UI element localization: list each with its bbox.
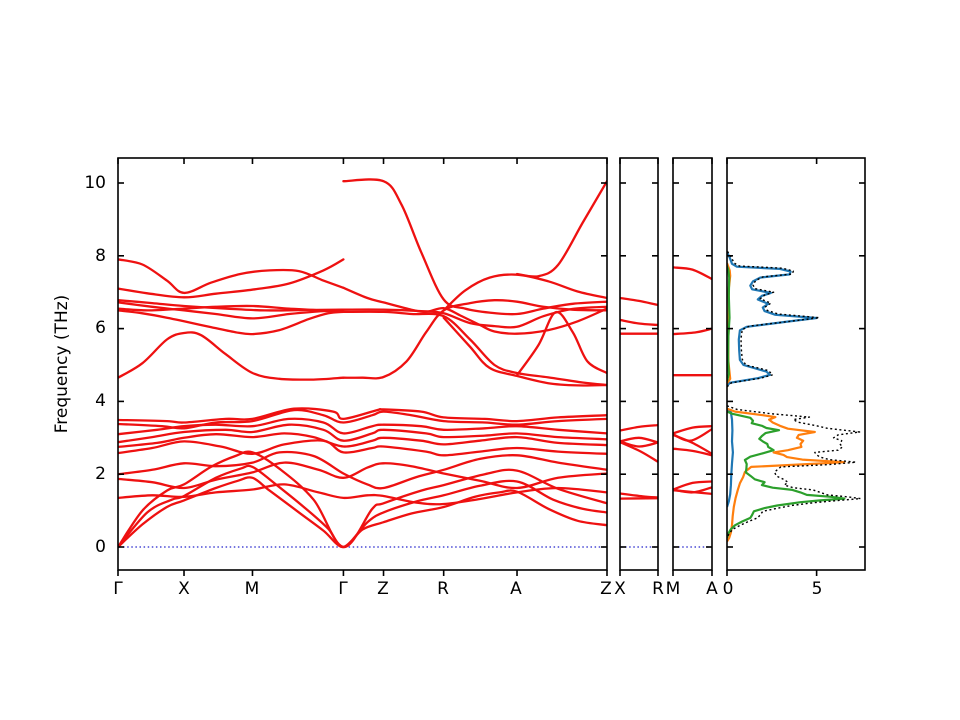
phonon-band (673, 489, 712, 496)
phonon-band (342, 286, 607, 335)
phonon-band (342, 178, 607, 316)
x-tick-label-a: A (510, 579, 522, 599)
y-tick-label-6: 6 (95, 318, 106, 338)
dos-tick-label-5: 5 (811, 579, 823, 599)
panel-main (117, 157, 608, 576)
ticks-ma (672, 158, 713, 576)
phonon-band (118, 309, 345, 336)
panel-border-main (117, 157, 608, 571)
phonon-band (118, 304, 345, 312)
panel-xr (619, 157, 659, 576)
y-tick-label-2: 2 (95, 464, 106, 484)
phonon-band (673, 327, 712, 336)
phonon-band (118, 432, 607, 449)
y-tick-label-0: 0 (95, 537, 106, 557)
x-tick-label-gamma-2: Γ (338, 579, 348, 599)
x-tick-label-x: X (178, 579, 190, 599)
phonon-band (118, 423, 607, 444)
phonon-band (342, 299, 607, 380)
phonon-band (620, 441, 658, 463)
total-dos-dotted (727, 250, 820, 388)
x-tick-label-r: R (437, 579, 449, 599)
x-tick-label-gamma-1: Γ (113, 579, 123, 599)
phonon-band (673, 433, 712, 455)
y-tick-label-4: 4 (95, 391, 106, 411)
phonon-band (442, 273, 607, 312)
partial-dos-blue (727, 407, 734, 508)
phonon-band (620, 296, 658, 307)
phonon-band (118, 331, 345, 381)
x-tick-label-z-2: Z (600, 579, 612, 599)
partial-dos-green (727, 265, 731, 382)
phonon-band (342, 310, 607, 387)
phonon-band (673, 447, 712, 457)
phonon-band (673, 266, 712, 281)
phonon-band (442, 316, 607, 387)
x-tick-label-ma-a: A (706, 579, 718, 599)
panel-border-xr (619, 157, 659, 571)
phonon-band (118, 408, 607, 430)
partial-dos-green (727, 410, 846, 539)
x-tick-label-xr-r: R (652, 579, 664, 599)
ticks-main (117, 158, 608, 576)
partial-dos-blue (727, 251, 818, 387)
phonon-band (620, 318, 658, 327)
y-tick-label-8: 8 (95, 246, 106, 266)
phonon-band (620, 436, 658, 444)
panel-ma (672, 157, 713, 576)
y-tick-label-10: 10 (84, 173, 106, 193)
phonon-band (118, 450, 607, 549)
phonon-band (118, 483, 607, 506)
partial-dos-orange (727, 407, 846, 543)
panel-border-dos (726, 157, 866, 571)
phonon-band (673, 425, 712, 435)
phonon-band (118, 439, 607, 457)
phonon-band (515, 310, 607, 377)
dos-tick-label-0: 0 (722, 579, 734, 599)
x-tick-label-m: M (244, 579, 260, 599)
phonon-band (620, 492, 658, 499)
ticks-xr (619, 158, 659, 576)
y-axis-label: Frequency (THz) (52, 294, 72, 434)
total-dos-dotted (727, 405, 862, 539)
phonon-band (515, 180, 607, 278)
x-tick-label-z-1: Z (377, 579, 389, 599)
panel-dos (726, 157, 866, 576)
x-tick-label-ma-m: M (665, 579, 681, 599)
x-tick-label-xr-x: X (614, 579, 626, 599)
panel-border-ma (672, 157, 713, 571)
phonon-band (118, 450, 607, 490)
phonon-band (118, 461, 607, 490)
phonon-band (118, 258, 345, 299)
phonon-band (620, 423, 658, 432)
phonon-band (118, 407, 607, 424)
phonon-band (673, 480, 712, 491)
ticks-dos (726, 158, 865, 576)
